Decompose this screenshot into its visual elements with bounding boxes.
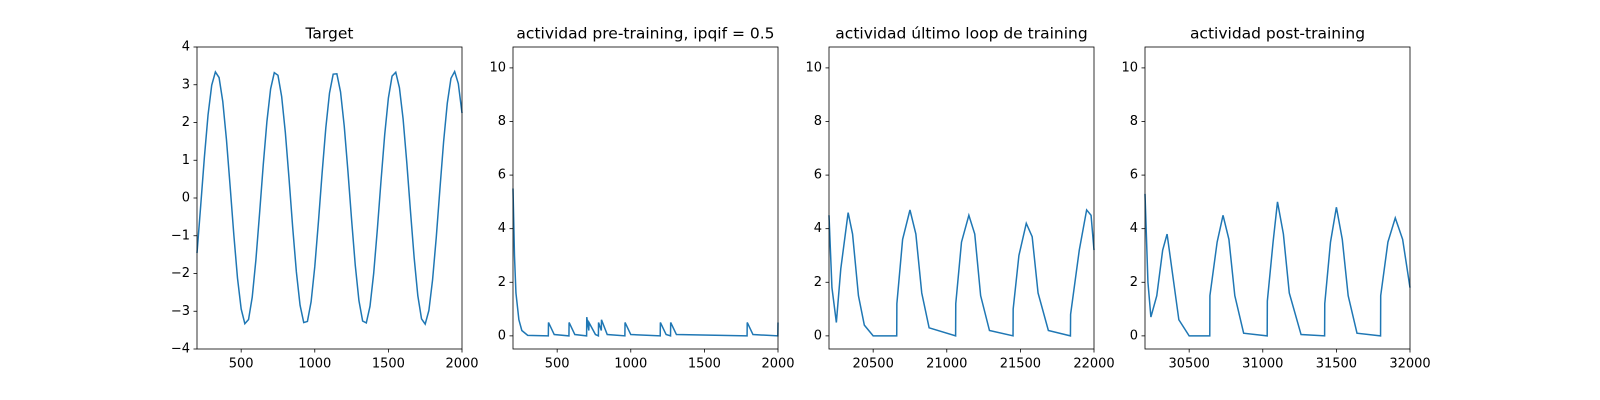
y-tick-label: −2 <box>171 266 190 281</box>
y-tick-label: 4 <box>498 221 506 236</box>
y-tick-label: 2 <box>1130 275 1138 290</box>
chart-title: actividad pre-training, ipqif = 0.5 <box>516 25 774 43</box>
x-tick-label: 1500 <box>372 357 405 372</box>
axes-frame <box>828 46 1095 350</box>
chart-title: actividad post-training <box>1190 25 1365 43</box>
x-tick-label: 1000 <box>614 357 647 372</box>
x-tick-label: 20500 <box>852 357 893 372</box>
y-tick-label: −1 <box>171 228 190 243</box>
y-tick-label: 2 <box>182 115 190 130</box>
x-tick-label: 31000 <box>1242 357 1283 372</box>
x-tick-label: 2000 <box>445 357 478 372</box>
y-tick-label: 4 <box>182 40 190 55</box>
y-tick-label: 6 <box>498 168 506 183</box>
axes-frame <box>1144 46 1411 350</box>
y-tick-label: 6 <box>814 168 822 183</box>
data-line <box>828 208 1095 337</box>
x-tick-label: 21000 <box>926 357 967 372</box>
y-tick-label: 4 <box>1130 221 1138 236</box>
y-tick-label: 10 <box>805 60 822 75</box>
data-line <box>196 69 463 326</box>
axes-frame <box>512 46 779 350</box>
y-tick-label: −3 <box>171 304 190 319</box>
y-tick-label: 8 <box>814 114 822 129</box>
data-line <box>1144 193 1411 337</box>
y-tick-label: 2 <box>498 275 506 290</box>
y-tick-label: −4 <box>171 342 190 357</box>
chart-title: Target <box>305 25 354 43</box>
chart-title: actividad último loop de training <box>835 25 1087 43</box>
x-tick-label: 500 <box>229 357 254 372</box>
y-tick-label: 0 <box>1130 328 1138 343</box>
y-tick-label: 1 <box>182 153 190 168</box>
y-tick-label: 8 <box>1130 114 1138 129</box>
x-tick-label: 32000 <box>1389 357 1430 372</box>
x-tick-label: 1500 <box>688 357 721 372</box>
y-tick-label: 0 <box>182 191 190 206</box>
x-tick-label: 22000 <box>1073 357 1114 372</box>
data-line <box>512 188 779 338</box>
y-tick-label: 10 <box>1121 60 1138 75</box>
y-tick-label: 8 <box>498 114 506 129</box>
y-tick-label: 0 <box>498 328 506 343</box>
y-tick-label: 4 <box>814 221 822 236</box>
x-tick-label: 31500 <box>1316 357 1357 372</box>
x-tick-label: 2000 <box>761 357 794 372</box>
x-tick-label: 30500 <box>1168 357 1209 372</box>
x-tick-label: 500 <box>545 357 570 372</box>
y-tick-label: 3 <box>182 77 190 92</box>
x-tick-label: 1000 <box>298 357 331 372</box>
x-tick-label: 21500 <box>1000 357 1041 372</box>
y-tick-label: 6 <box>1130 168 1138 183</box>
y-tick-label: 10 <box>489 60 506 75</box>
y-tick-label: 2 <box>814 275 822 290</box>
y-tick-label: 0 <box>814 328 822 343</box>
